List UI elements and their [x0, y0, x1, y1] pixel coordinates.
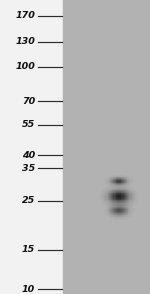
Bar [0, 0, 63, 294]
Text: 35: 35 [22, 164, 35, 173]
Text: 15: 15 [22, 245, 35, 254]
Text: 55: 55 [22, 120, 35, 129]
Text: 100: 100 [15, 62, 35, 71]
Text: 40: 40 [22, 151, 35, 160]
Text: 25: 25 [22, 196, 35, 205]
Bar [63, 0, 150, 294]
Text: 130: 130 [15, 37, 35, 46]
Text: 170: 170 [15, 11, 35, 20]
Text: 70: 70 [22, 97, 35, 106]
Text: 10: 10 [22, 285, 35, 293]
